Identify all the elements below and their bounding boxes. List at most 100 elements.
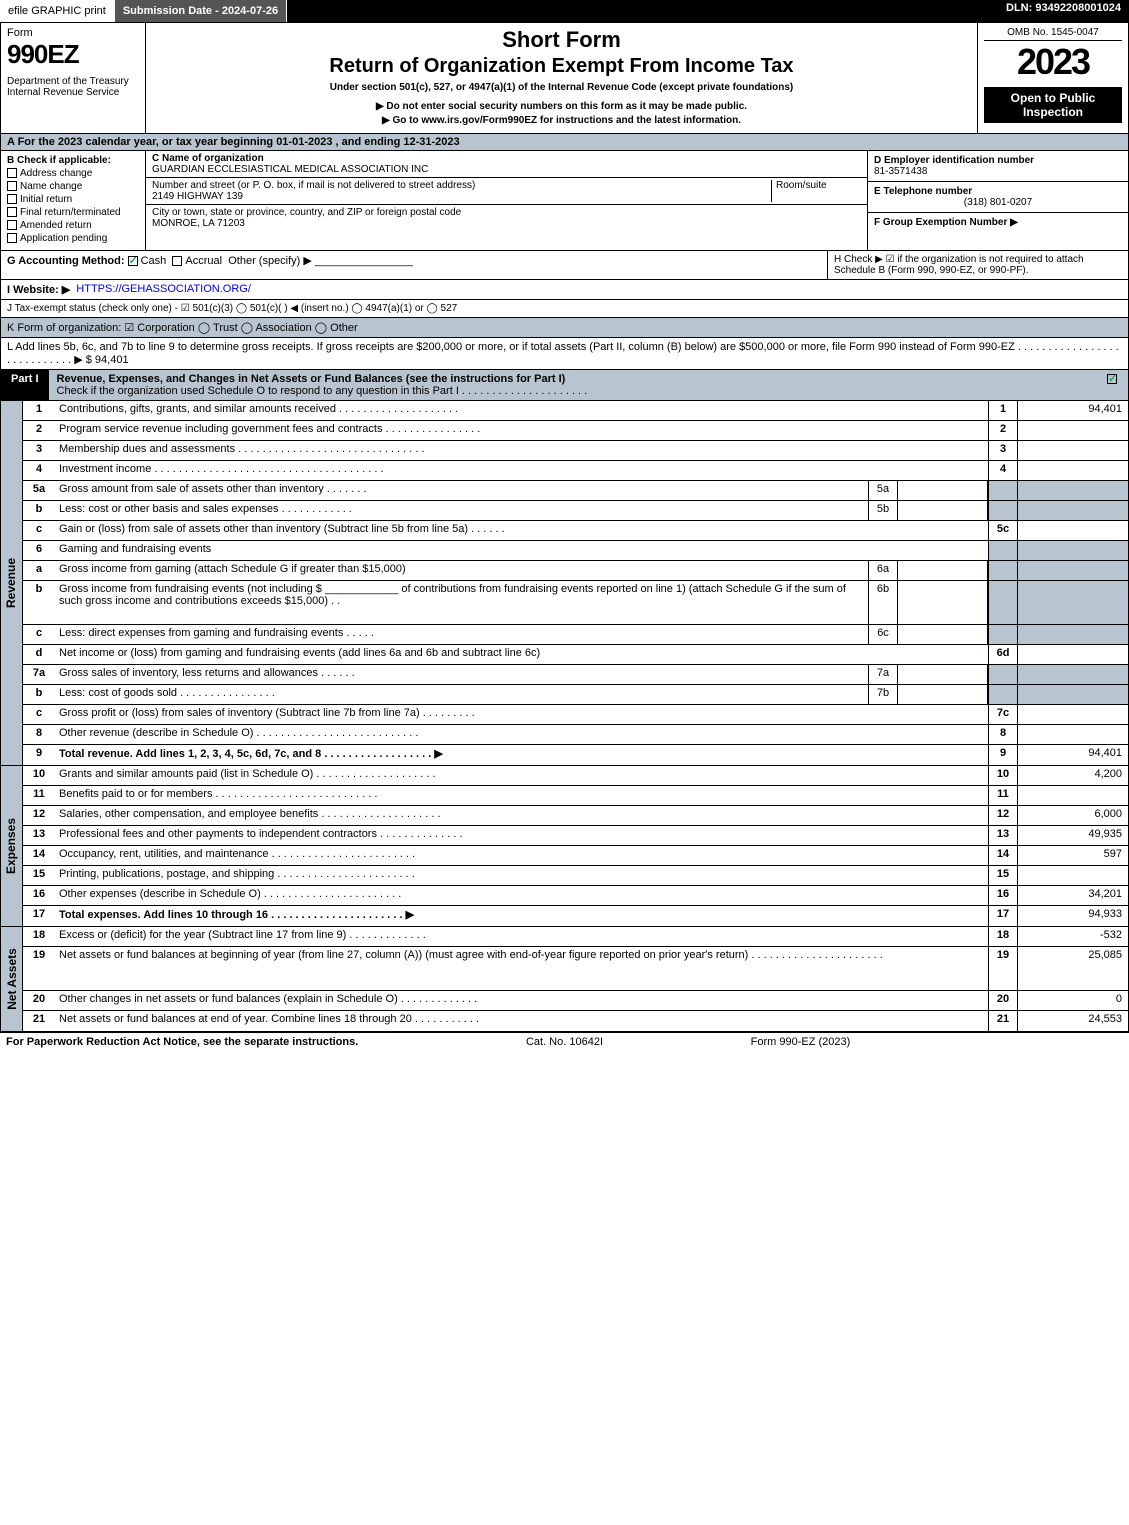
chk-final[interactable]: Final return/terminated [20, 207, 121, 218]
open-inspection: Open to Public Inspection [984, 87, 1122, 123]
b-title: B Check if applicable: [7, 155, 139, 166]
tax-year: 2023 [984, 41, 1122, 83]
table-row: 13Professional fees and other payments t… [23, 826, 1128, 846]
g-accrual[interactable]: Accrual [185, 255, 222, 267]
under-section: Under section 501(c), 527, or 4947(a)(1)… [152, 82, 971, 93]
part1-title: Revenue, Expenses, and Changes in Net As… [57, 373, 566, 385]
f-label: F Group Exemption Number ▶ [874, 217, 1122, 228]
return-title: Return of Organization Exempt From Incom… [152, 55, 971, 78]
section-b: B Check if applicable: Address change Na… [1, 151, 146, 250]
chk-initial[interactable]: Initial return [20, 194, 72, 205]
row-k: K Form of organization: ☑ Corporation ◯ … [0, 318, 1129, 338]
chk-address[interactable]: Address change [20, 168, 92, 179]
section-c: C Name of organization GUARDIAN ECCLESIA… [146, 151, 868, 250]
table-row: 6Gaming and fundraising events [23, 541, 1128, 561]
goto-link[interactable]: ▶ Go to www.irs.gov/Form990EZ for instru… [152, 115, 971, 126]
line-a: A For the 2023 calendar year, or tax yea… [0, 134, 1129, 151]
table-row: cLess: direct expenses from gaming and f… [23, 625, 1128, 645]
table-row: 7aGross sales of inventory, less returns… [23, 665, 1128, 685]
i-label: I Website: ▶ [7, 283, 70, 296]
city-label: City or town, state or province, country… [152, 207, 861, 218]
table-row: 17Total expenses. Add lines 10 through 1… [23, 906, 1128, 926]
row-l: L Add lines 5b, 6c, and 7b to line 9 to … [0, 338, 1129, 370]
table-row: aGross income from gaming (attach Schedu… [23, 561, 1128, 581]
street-label: Number and street (or P. O. box, if mail… [152, 180, 771, 191]
table-row: 16Other expenses (describe in Schedule O… [23, 886, 1128, 906]
ssn-warning: ▶ Do not enter social security numbers o… [152, 101, 971, 112]
table-row: 12Salaries, other compensation, and empl… [23, 806, 1128, 826]
table-row: 1Contributions, gifts, grants, and simil… [23, 401, 1128, 421]
d-label: D Employer identification number [874, 155, 1122, 166]
part1-checkbox[interactable] [1107, 374, 1117, 384]
footer-center: Cat. No. 10642I [378, 1036, 750, 1056]
part1-tag: Part I [1, 370, 49, 400]
g-other[interactable]: Other (specify) ▶ [228, 255, 312, 267]
table-row: dNet income or (loss) from gaming and fu… [23, 645, 1128, 665]
table-row: 10Grants and similar amounts paid (list … [23, 766, 1128, 786]
table-row: 3Membership dues and assessments . . . .… [23, 441, 1128, 461]
g-label: G Accounting Method: [7, 255, 125, 267]
table-row: 14Occupancy, rent, utilities, and mainte… [23, 846, 1128, 866]
org-name: GUARDIAN ECCLESIASTICAL MEDICAL ASSOCIAT… [152, 164, 861, 175]
omb-number: OMB No. 1545-0047 [984, 27, 1122, 41]
j-text: J Tax-exempt status (check only one) - ☑… [7, 303, 457, 314]
table-row: 18Excess or (deficit) for the year (Subt… [23, 927, 1128, 947]
table-row: bLess: cost or other basis and sales exp… [23, 501, 1128, 521]
expenses-side: Expenses [1, 766, 23, 926]
form-label: Form [7, 27, 139, 39]
header-left: Form 990EZ Department of the Treasury In… [1, 23, 146, 133]
table-row: cGain or (loss) from sale of assets othe… [23, 521, 1128, 541]
header-right: OMB No. 1545-0047 2023 Open to Public In… [978, 23, 1128, 133]
expenses-table: Expenses 10Grants and similar amounts pa… [0, 766, 1129, 927]
table-row: bLess: cost of goods sold . . . . . . . … [23, 685, 1128, 705]
l-text: L Add lines 5b, 6c, and 7b to line 9 to … [7, 341, 1122, 366]
table-row: 19Net assets or fund balances at beginni… [23, 947, 1128, 991]
footer-left: For Paperwork Reduction Act Notice, see … [6, 1036, 378, 1056]
chk-amended[interactable]: Amended return [20, 220, 92, 231]
table-row: 4Investment income . . . . . . . . . . .… [23, 461, 1128, 481]
topbar: efile GRAPHIC print Submission Date - 20… [0, 0, 1129, 22]
table-row: 11Benefits paid to or for members . . . … [23, 786, 1128, 806]
phone-value: (318) 801-0207 [874, 197, 1122, 208]
website-link[interactable]: HTTPS://GEHASSOCIATION.ORG/ [76, 283, 251, 296]
e-label: E Telephone number [874, 186, 1122, 197]
table-row: 2Program service revenue including gover… [23, 421, 1128, 441]
table-row: 5aGross amount from sale of assets other… [23, 481, 1128, 501]
chk-pending[interactable]: Application pending [20, 233, 107, 244]
row-i: I Website: ▶ HTTPS://GEHASSOCIATION.ORG/ [0, 280, 1129, 300]
block-bcdef: B Check if applicable: Address change Na… [0, 151, 1129, 251]
netassets-side: Net Assets [1, 927, 23, 1031]
ein-value: 81-3571438 [874, 166, 1122, 177]
g-cash[interactable]: Cash [141, 255, 167, 267]
netassets-table: Net Assets 18Excess or (deficit) for the… [0, 927, 1129, 1032]
row-j: J Tax-exempt status (check only one) - ☑… [0, 300, 1129, 318]
dept-label: Department of the Treasury Internal Reve… [7, 76, 139, 98]
table-row: bGross income from fundraising events (n… [23, 581, 1128, 625]
footer: For Paperwork Reduction Act Notice, see … [0, 1032, 1129, 1059]
header-center: Short Form Return of Organization Exempt… [146, 23, 978, 133]
part1-header: Part I Revenue, Expenses, and Changes in… [0, 370, 1129, 401]
efile-label[interactable]: efile GRAPHIC print [0, 0, 115, 22]
table-row: 8Other revenue (describe in Schedule O) … [23, 725, 1128, 745]
dln: DLN: 93492208001024 [998, 0, 1129, 22]
table-row: 9Total revenue. Add lines 1, 2, 3, 4, 5c… [23, 745, 1128, 765]
table-row: cGross profit or (loss) from sales of in… [23, 705, 1128, 725]
chk-name[interactable]: Name change [20, 181, 82, 192]
table-row: 21Net assets or fund balances at end of … [23, 1011, 1128, 1031]
section-def: D Employer identification number 81-3571… [868, 151, 1128, 250]
room-label: Room/suite [771, 180, 861, 202]
revenue-table: Revenue 1Contributions, gifts, grants, a… [0, 401, 1129, 766]
short-form-title: Short Form [152, 27, 971, 53]
header: Form 990EZ Department of the Treasury In… [0, 22, 1129, 134]
row-gh: G Accounting Method: Cash Accrual Other … [0, 251, 1129, 280]
city-value: MONROE, LA 71203 [152, 218, 861, 229]
h-text: H Check ▶ ☑ if the organization is not r… [828, 251, 1128, 279]
submission-date: Submission Date - 2024-07-26 [115, 0, 287, 22]
form-number: 990EZ [7, 39, 139, 70]
footer-right: Form 990-EZ (2023) [751, 1036, 1123, 1056]
table-row: 15Printing, publications, postage, and s… [23, 866, 1128, 886]
revenue-side: Revenue [1, 401, 23, 765]
part1-check: Check if the organization used Schedule … [57, 385, 588, 397]
street-value: 2149 HIGHWAY 139 [152, 191, 771, 202]
c-label: C Name of organization [152, 153, 861, 164]
